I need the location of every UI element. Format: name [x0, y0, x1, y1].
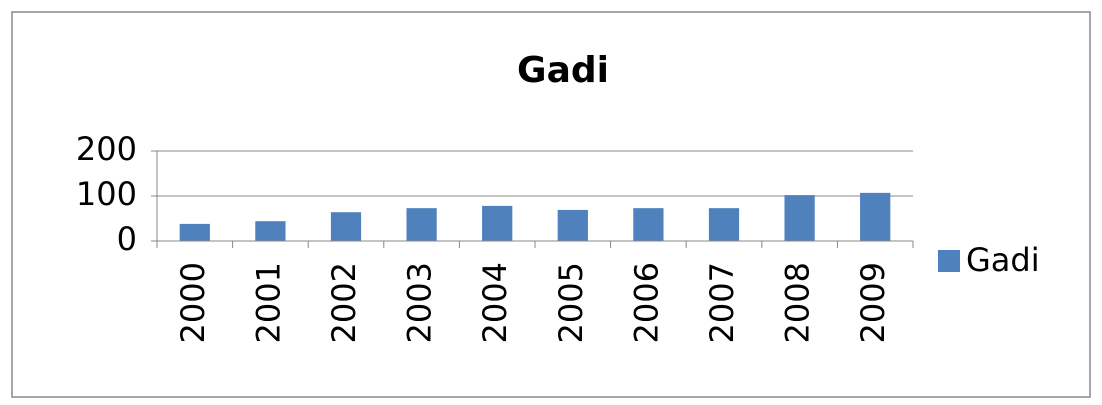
- x-tick-label: 2004: [476, 262, 514, 343]
- bar: [557, 209, 588, 241]
- bar: [482, 205, 513, 241]
- x-tick-label: 2009: [854, 262, 892, 343]
- bar: [708, 208, 740, 241]
- x-tick-label: 2002: [325, 262, 363, 343]
- x-tick-label: 2003: [401, 262, 439, 343]
- x-tick-label: 2008: [779, 262, 817, 343]
- bar: [406, 208, 437, 241]
- bar: [179, 223, 210, 241]
- x-tick-label: 2001: [249, 262, 287, 343]
- x-tick-label: 2005: [552, 262, 590, 343]
- y-tick-label: 200: [76, 130, 137, 168]
- chart-frame: [11, 11, 1091, 398]
- legend-label: Gadi: [966, 241, 1040, 279]
- y-tick-label: 0: [117, 220, 137, 258]
- x-tick-label: 2000: [174, 262, 212, 343]
- legend-swatch: [938, 250, 960, 272]
- x-tick-label: 2006: [627, 262, 665, 343]
- bar: [633, 208, 664, 241]
- bar: [330, 212, 362, 241]
- y-tick-label: 100: [76, 175, 137, 213]
- bar: [255, 221, 286, 241]
- x-tick-label: 2007: [703, 262, 741, 343]
- chart-title: Gadi: [517, 50, 609, 91]
- bar: [860, 192, 891, 241]
- bar: [784, 195, 815, 241]
